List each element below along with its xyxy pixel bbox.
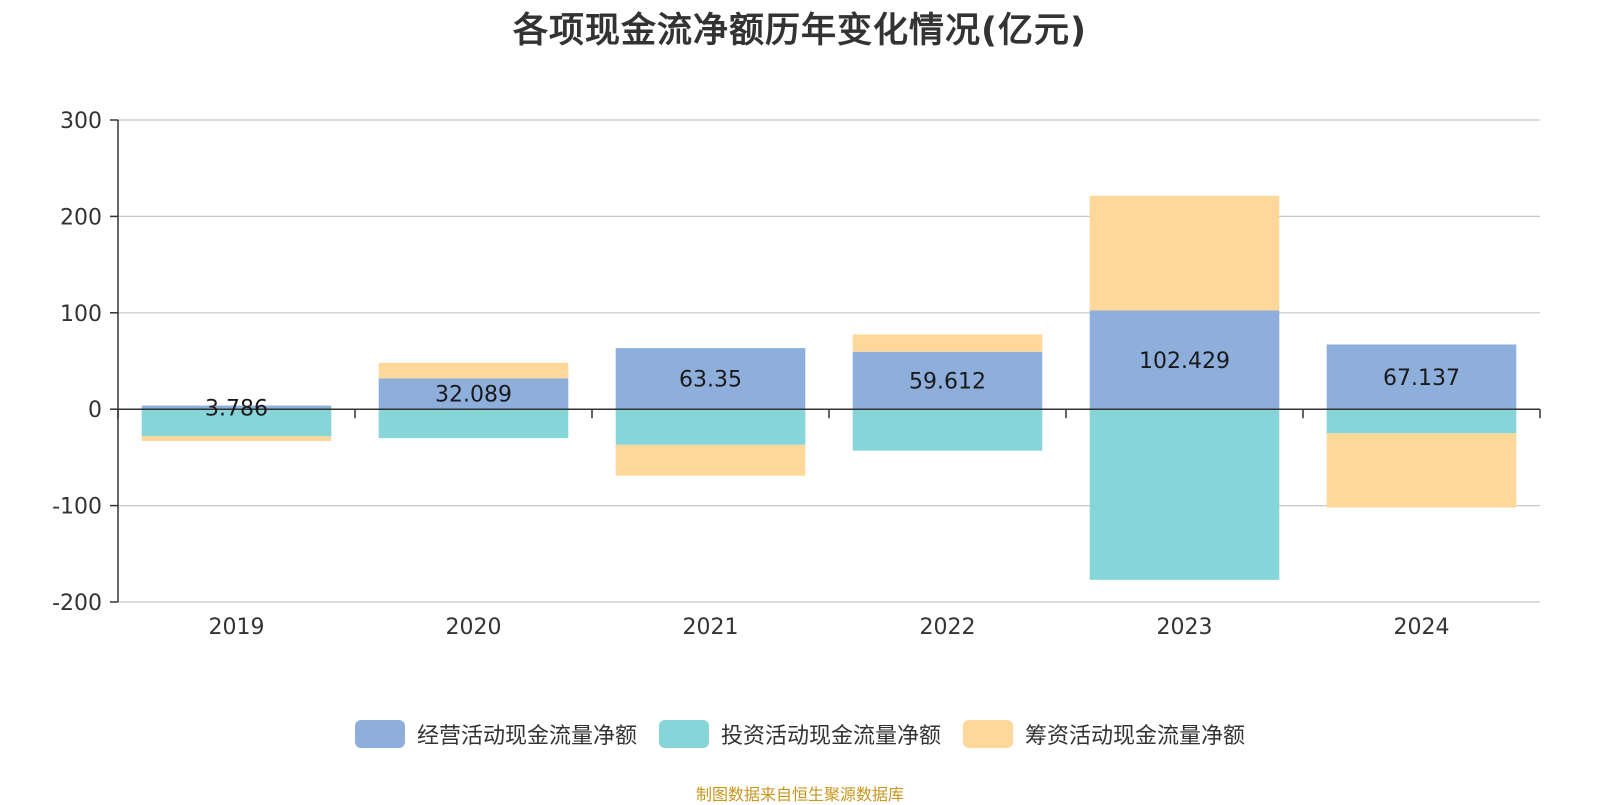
y-tick-label: -100	[52, 495, 102, 520]
y-tick-label: 300	[60, 109, 102, 134]
x-tick-label-2022: 2022	[920, 615, 976, 640]
bar-0-2023	[1089, 310, 1280, 410]
y-tick-label: 200	[60, 205, 102, 230]
source-note: 制图数据来自恒生聚源数据库	[695, 785, 904, 804]
legend-label-operating: 经营活动现金流量净额	[416, 724, 637, 749]
gridlines	[118, 119, 1540, 603]
bar-0-2020	[378, 378, 569, 410]
y-tick-label: 0	[88, 398, 102, 423]
bar-1-2022	[852, 409, 1043, 451]
axes: -200 -100 0 100 200 300 2019 2020 2021 2022 2023 20…	[52, 109, 1541, 640]
x-tick-label-2019: 2019	[209, 615, 265, 640]
bar-2-2019	[141, 436, 332, 442]
x-tick-label-2024: 2024	[1394, 615, 1450, 640]
legend-item-operating[interactable]: 经营活动现金流量净额	[354, 718, 637, 750]
bar-2-2021	[615, 444, 806, 476]
bar-2-2023	[1089, 195, 1280, 311]
legend-swatch-investing	[658, 720, 709, 748]
bar-2-2020	[378, 362, 569, 379]
chart-canvas: -200 -100 0 100 200 300 2019 2020 2021 2022 2023 20…	[52, 109, 1541, 640]
legend: 经营活动现金流量净额 投资活动现金流量净额 筹资活动现金流量净额	[0, 718, 1600, 750]
legend-label-investing: 投资活动现金流量净额	[720, 724, 941, 749]
legend-label-financing: 筹资活动现金流量净额	[1025, 724, 1246, 749]
legend-item-financing[interactable]: 筹资活动现金流量净额	[963, 718, 1245, 750]
bar-0-2022	[852, 351, 1043, 410]
x-tick-label-2023: 2023	[1157, 615, 1213, 640]
legend-item-investing[interactable]: 投资活动现金流量净额	[658, 718, 941, 750]
bar-1-2020	[378, 409, 569, 439]
bar-1-2021	[615, 409, 806, 445]
legend-swatch-financing	[963, 720, 1013, 748]
legend-swatch-operating	[354, 720, 405, 748]
bar-1-2024	[1326, 409, 1517, 434]
bar-1-2023	[1089, 409, 1280, 580]
data-label-2019: 3.786	[205, 396, 268, 421]
data-label-2024: 67.137	[1383, 366, 1460, 391]
data-label-2021: 63.35	[679, 368, 742, 393]
bar-0-2021	[615, 348, 806, 410]
bar-2-2024	[1326, 433, 1517, 508]
bar-2-2022	[852, 334, 1043, 352]
chart-title: 各项现金流净额历年变化情况(亿元)	[513, 11, 1087, 51]
y-tick-label: -200	[52, 591, 102, 616]
data-label-2020: 32.089	[435, 383, 512, 408]
y-tick-label: 100	[60, 302, 102, 327]
bar-1-2019	[141, 409, 332, 437]
bar-0-2024	[1326, 344, 1517, 410]
x-tick-label-2020: 2020	[446, 615, 502, 640]
data-label-2022: 59.612	[909, 369, 986, 394]
bar-0-2019	[141, 405, 332, 410]
data-label-2023: 102.429	[1139, 349, 1230, 374]
x-tick-label-2021: 2021	[683, 615, 739, 640]
bars	[141, 195, 1517, 580]
data-labels: 3.786 32.089 63.35 59.612 102.429 67.137	[205, 349, 1460, 422]
